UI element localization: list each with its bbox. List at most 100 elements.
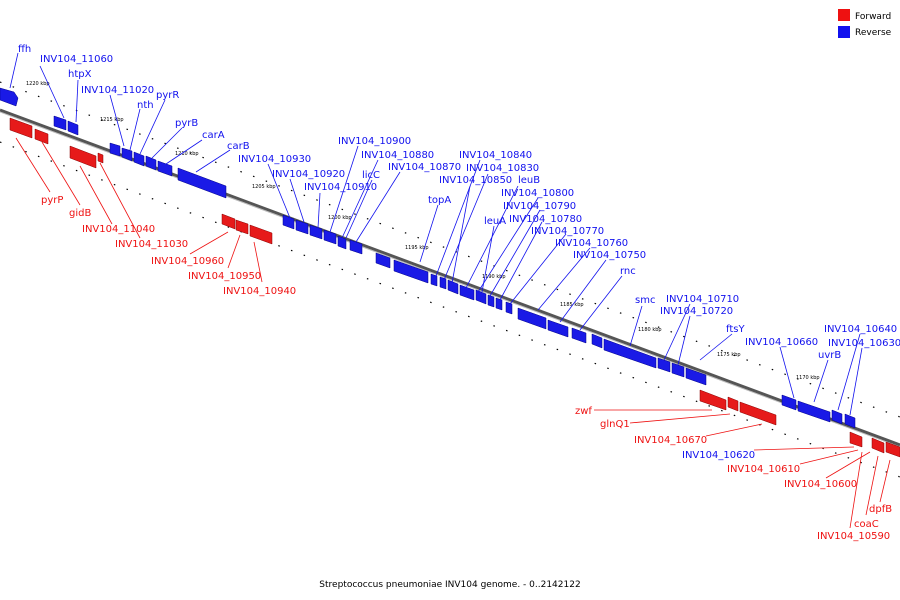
- gene-block-forward: [69, 145, 97, 169]
- gene-label: gidB: [69, 208, 91, 219]
- gene-label: leuB: [518, 175, 540, 186]
- gene-block-reverse: [323, 229, 337, 245]
- gene-label: zwf: [575, 406, 592, 417]
- gene-block-reverse: [393, 259, 429, 284]
- tick-label: 1175 kbp: [717, 352, 741, 358]
- gene-block-forward: [221, 213, 236, 230]
- gene-block-reverse: [571, 327, 587, 344]
- gene-block-reverse: [121, 147, 133, 162]
- reverse-leader-lines: [9, 52, 863, 416]
- legend-forward-swatch: [838, 9, 850, 21]
- gene-label: INV104_10790: [503, 201, 576, 212]
- gene-label: pyrB: [175, 118, 198, 129]
- gene-block-reverse: [547, 319, 569, 338]
- gene-block-reverse: [517, 307, 547, 330]
- gene-block-reverse: [657, 357, 671, 373]
- forward-gene-blocks: [9, 117, 900, 458]
- gene-label: dpfB: [869, 504, 892, 515]
- gene-block-reverse: [53, 115, 67, 131]
- tick-label: 1195 kbp: [405, 245, 429, 251]
- gene-block-reverse: [0, 87, 19, 107]
- gene-label: INV104_11060: [40, 54, 113, 65]
- gene-label: INV104_10640: [824, 324, 897, 335]
- gene-label: smc: [635, 295, 655, 306]
- tick-label: 1190 kbp: [482, 274, 506, 280]
- gene-label: INV104_10830: [466, 163, 539, 174]
- gene-label: INV104_10750: [573, 250, 646, 261]
- gene-block-reverse: [495, 297, 503, 311]
- gene-block-reverse: [295, 219, 309, 235]
- gene-label: INV104_10840: [459, 150, 532, 161]
- gene-block-forward: [235, 219, 249, 235]
- tick-label: 1185 kbp: [560, 302, 584, 308]
- gene-block-forward: [97, 152, 104, 164]
- reverse-gene-labels: ffh INV104_11060 htpX INV104_11020 nth p…: [18, 44, 900, 361]
- gene-label: INV104_10670: [634, 435, 707, 446]
- gene-label: ftsY: [726, 324, 745, 335]
- gene-block-reverse: [309, 224, 323, 240]
- gene-label: INV104_10800: [501, 188, 574, 199]
- tick-label: 1205 kbp: [252, 184, 276, 190]
- gene-label: INV104_10660: [745, 337, 818, 348]
- gene-label: glnQ1: [600, 419, 630, 430]
- gene-label: INV104_10780: [509, 214, 582, 225]
- gene-block-forward: [871, 437, 885, 454]
- gene-label: INV104_10950: [188, 271, 261, 282]
- gene-label: INV104_11030: [115, 239, 188, 250]
- tick-label: 1215 kbp: [100, 117, 124, 123]
- gene-label: nth: [137, 100, 154, 111]
- gene-block-forward: [699, 389, 727, 411]
- gene-label: INV104_10770: [531, 226, 604, 237]
- gene-label: INV104_11040: [82, 224, 155, 235]
- gene-block-forward: [34, 128, 49, 145]
- gene-block-reverse: [157, 160, 173, 177]
- gene-label: INV104_10870: [388, 162, 461, 173]
- gene-block-reverse: [430, 273, 438, 287]
- gene-block-forward: [849, 431, 863, 448]
- gene-label: INV104_10760: [555, 238, 628, 249]
- gene-block-forward: [9, 117, 33, 139]
- gene-label: rnc: [620, 266, 636, 277]
- tick-labels: 1220 kbp 1215 kbp 1210 kbp 1205 kbp 1200…: [26, 81, 820, 381]
- legend: Forward Reverse: [838, 9, 892, 38]
- gene-block-reverse: [831, 409, 843, 425]
- gene-label: INV104_10920: [272, 169, 345, 180]
- gene-block-reverse: [145, 155, 157, 171]
- gene-block-reverse: [781, 394, 797, 411]
- forward-gene-labels: pyrP gidB INV104_11040 INV104_11030 INV1…: [41, 195, 892, 542]
- forward-leader-lines: [15, 137, 891, 529]
- gene-label: INV104_11020: [81, 85, 154, 96]
- tick-label: 1170 kbp: [796, 375, 820, 381]
- gene-label: ffh: [18, 44, 31, 55]
- gene-block-reverse: [375, 252, 391, 269]
- gene-block-reverse: [685, 367, 707, 386]
- reverse-gene-blocks: [0, 87, 856, 429]
- tick-label: 1200 kbp: [328, 215, 352, 221]
- gene-label: carB: [227, 141, 250, 152]
- gene-block-reverse: [844, 413, 856, 429]
- gene-label: INV104_10910: [304, 182, 377, 193]
- gene-block-reverse: [671, 362, 685, 378]
- legend-reverse-swatch: [838, 26, 850, 38]
- gene-label: INV104_10620: [682, 450, 755, 461]
- gene-block-reverse: [439, 276, 447, 290]
- gene-label: htpX: [68, 69, 92, 80]
- gene-block-reverse: [67, 120, 79, 136]
- gene-label: leuA: [484, 216, 506, 227]
- gene-block-forward: [727, 396, 739, 412]
- tick-label: 1180 kbp: [638, 327, 662, 333]
- gene-block-forward: [249, 224, 273, 245]
- gene-block-reverse: [797, 400, 831, 423]
- tick-label: 1220 kbp: [26, 81, 50, 87]
- gene-block-reverse: [177, 167, 227, 199]
- gene-label: INV104_10940: [223, 286, 296, 297]
- gene-label: topA: [428, 195, 451, 206]
- legend-reverse-label: Reverse: [855, 28, 892, 38]
- gene-block-reverse: [337, 235, 347, 250]
- gene-label: INV104_10610: [727, 464, 800, 475]
- gene-label: INV104_10600: [784, 479, 857, 490]
- gene-block-reverse: [282, 214, 295, 230]
- gene-label: pyrR: [156, 90, 179, 101]
- gene-label: INV104_10930: [238, 154, 311, 165]
